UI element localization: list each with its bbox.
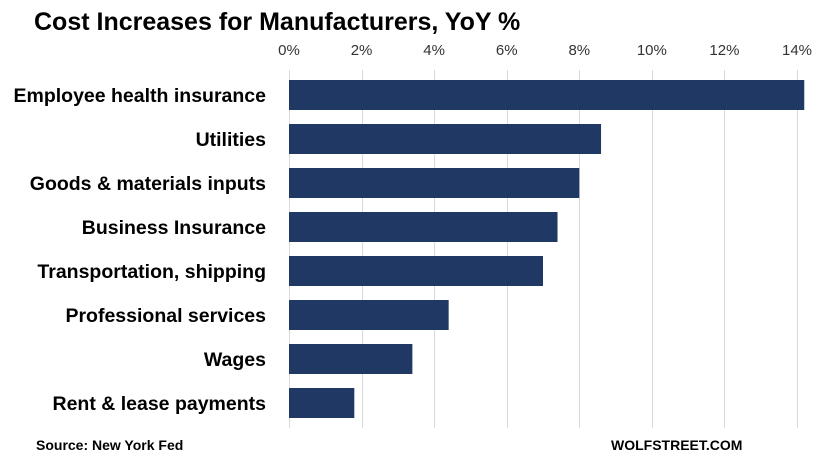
bar bbox=[289, 344, 413, 374]
bar bbox=[289, 124, 602, 154]
x-tick-label: 10% bbox=[637, 42, 667, 59]
x-axis-ticks: 0% 2% 4% 6% 8% 10% 12% 14% bbox=[278, 42, 812, 59]
source-note: Source: New York Fed bbox=[36, 437, 184, 453]
x-tick-label: 8% bbox=[568, 42, 590, 59]
category-label: Professional services bbox=[65, 305, 266, 327]
gridlines bbox=[289, 70, 798, 428]
x-tick-label: 6% bbox=[496, 42, 518, 59]
x-tick-label: 12% bbox=[709, 42, 739, 59]
category-label: Transportation, shipping bbox=[37, 261, 266, 283]
category-label: Goods & materials inputs bbox=[30, 173, 266, 195]
bar bbox=[289, 80, 805, 110]
x-tick-label: 2% bbox=[351, 42, 373, 59]
brand-watermark: WOLFSTREET.COM bbox=[611, 437, 743, 453]
bar bbox=[289, 212, 558, 242]
category-label: Employee health insurance bbox=[13, 85, 266, 107]
chart-title: Cost Increases for Manufacturers, YoY % bbox=[34, 8, 521, 36]
category-labels: Employee health insurance Utilities Goods … bbox=[13, 85, 266, 415]
category-label: Wages bbox=[204, 349, 266, 371]
x-tick-label: 14% bbox=[782, 42, 812, 59]
category-label: Rent & lease payments bbox=[52, 393, 266, 415]
bar bbox=[289, 388, 355, 418]
bar bbox=[289, 168, 580, 198]
category-label: Utilities bbox=[196, 129, 267, 151]
bars bbox=[289, 80, 805, 418]
bar bbox=[289, 256, 543, 286]
category-label: Business Insurance bbox=[82, 217, 266, 239]
x-tick-label: 4% bbox=[423, 42, 445, 59]
x-tick-label: 0% bbox=[278, 42, 300, 59]
bar bbox=[289, 300, 449, 330]
